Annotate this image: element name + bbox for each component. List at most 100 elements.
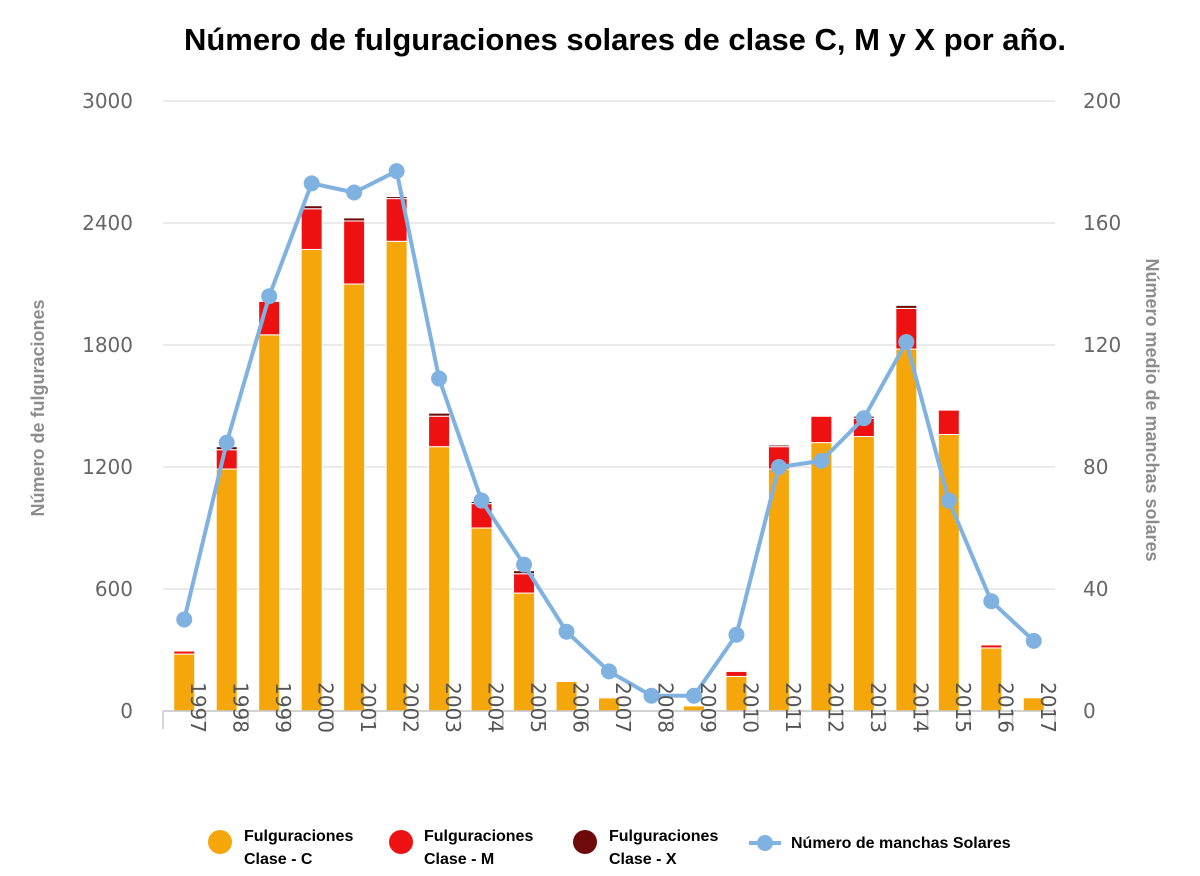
legend-marker [389,830,413,854]
sunspot-point-1999 [261,288,278,305]
legend-label: Fulguraciones [609,828,718,845]
bar-segment-clase-c-2012 [810,442,833,712]
right-tick-label: 160 [1083,211,1121,235]
bar-segment-clase-m-2001 [343,220,366,285]
bar-segment-clase-c-2001 [343,283,366,712]
sunspot-point-2002 [388,163,405,180]
sunspot-point-2008 [643,687,660,704]
x-tick-label: 2004 [484,682,508,733]
right-tick-label: 0 [1083,699,1096,723]
x-tick-label: 2002 [399,682,423,733]
x-tick-label: 2003 [441,682,465,733]
x-tick-label: 1998 [229,682,253,733]
bar-segment-clase-c-2014 [895,348,918,712]
x-tick-label: 2013 [866,682,890,733]
x-tick-label: 2005 [526,682,550,733]
left-axis-title: Número de fulguraciones [28,299,48,516]
x-tick-label: 2001 [356,682,380,733]
bar-segment-clase-x-1997 [173,649,196,652]
bars-group [173,196,1045,712]
sunspot-point-2009 [685,687,702,704]
x-axis: 1997 1998 1999 2000 2001 2002 2003 2004 2005 2006… [162,682,1060,733]
right-axis-ticks: 0 40 80 120 160 200 [1083,89,1121,723]
legend-marker [573,830,597,854]
left-axis-ticks: 0 600 1200 1800 2400 3000 [82,89,133,723]
right-tick-label: 200 [1083,89,1121,113]
sunspot-point-2011 [770,459,787,475]
right-axis-title: Número medio de manchas solares [1142,258,1162,561]
bar-segment-clase-c-2013 [852,436,875,712]
left-tick-label: 2400 [82,211,133,235]
legend-label: Fulguraciones [244,828,353,845]
chart-title: Número de fulguraciones solares de clase… [184,22,1066,57]
sunspot-point-2004 [473,492,490,509]
bar-segment-clase-m-2016 [980,644,1003,649]
bar-segment-clase-c-2000 [300,248,323,712]
sunspot-point-1997 [176,611,193,628]
sunspot-point-2014 [898,333,915,350]
x-tick-label: 2009 [696,682,720,733]
x-tick-label: 1999 [271,682,295,733]
x-tick-label: 2015 [951,682,975,733]
bar-segment-clase-c-2011 [767,468,790,712]
left-tick-label: 3000 [82,89,133,113]
bar-segment-clase-c-1999 [258,334,281,712]
legend-label: Clase - X [609,851,677,868]
sunspot-point-2016 [983,593,1000,610]
bar-segment-clase-m-2003 [428,415,451,448]
legend: Fulguraciones Clase - C Fulguraciones Clase… [208,828,1011,868]
right-tick-label: 80 [1083,455,1108,479]
sunspot-point-2000 [303,175,320,192]
sunspot-point-2017 [1025,632,1042,649]
bar-segment-clase-c-2003 [428,446,451,712]
x-tick-label: 2008 [653,682,677,733]
bar-segment-clase-m-2015 [937,409,960,435]
legend-label: Clase - M [424,851,494,868]
bar-segment-clase-m-2000 [300,208,323,250]
bar-segment-clase-x-2003 [428,412,451,417]
left-tick-label: 600 [95,577,133,601]
grid-lines [163,100,1055,712]
x-tick-label: 2012 [823,682,847,733]
sunspot-point-2001 [346,184,363,201]
sunspot-point-2010 [728,626,745,643]
bar-segment-clase-x-2012 [810,414,833,417]
right-tick-label: 120 [1083,333,1121,357]
sunspot-point-2006 [558,623,575,640]
sunspot-point-2007 [601,663,617,680]
sunspot-point-2015 [940,492,957,509]
bar-segment-clase-x-2002 [385,196,408,200]
legend-label: Fulguraciones [424,828,533,845]
left-tick-label: 1800 [82,333,133,357]
bar-segment-clase-m-2007 [598,696,620,699]
sunspot-point-2003 [431,370,448,387]
x-tick-label: 2000 [314,682,338,733]
legend-label: Número de manchas Solares [791,835,1011,852]
x-tick-label: 2014 [908,682,932,733]
legend-marker [757,835,773,851]
x-tick-label: 1997 [186,682,210,733]
left-tick-label: 1200 [82,455,133,479]
x-tick-label: 2007 [611,682,635,733]
bar-segment-clase-x-2010 [725,669,748,672]
left-tick-label: 0 [120,699,133,723]
x-tick-label: 2010 [738,682,762,733]
legend-marker [208,830,232,854]
bar-segment-clase-x-2006 [555,679,578,681]
bar-segment-clase-x-2011 [767,444,790,448]
sunspot-point-2012 [813,452,830,469]
sunspot-point-1998 [218,434,235,451]
bar-segment-clase-m-2010 [725,670,748,677]
bar-segment-clase-x-2014 [895,304,918,309]
x-tick-label: 2016 [993,682,1017,733]
sunspot-point-2005 [516,556,533,573]
x-tick-label: 2006 [569,682,593,733]
x-tick-label: 2011 [781,682,805,733]
legend-label: Clase - C [244,851,313,868]
sunspot-line-group [176,163,1042,704]
bar-segment-clase-m-2012 [810,415,833,444]
sunspot-point-2013 [855,410,872,427]
right-tick-label: 40 [1083,577,1108,601]
x-tick-label: 2017 [1036,682,1060,733]
